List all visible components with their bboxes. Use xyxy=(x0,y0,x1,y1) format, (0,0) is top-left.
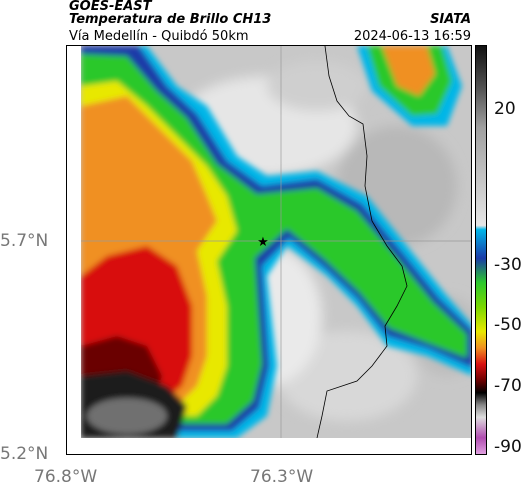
lon-tick-76.3: 76.3°W xyxy=(250,467,314,487)
product-title: Temperatura de Brillo CH13 xyxy=(69,12,272,27)
lat-tick-5.7: 5.7°N xyxy=(0,231,49,251)
lat-tick-5.2: 5.2°N xyxy=(0,444,49,464)
star-icon: ★ xyxy=(257,235,269,250)
no-data-left xyxy=(67,46,81,454)
brightness-temperature-map: ★ xyxy=(66,45,472,455)
lon-tick-76.8: 76.8°W xyxy=(34,467,98,487)
convective-system xyxy=(81,46,471,438)
organization-label: SIATA xyxy=(430,12,471,27)
region-subtitle: Vía Medellín - Quibdó 50km xyxy=(69,29,249,44)
colorbar-tick-minus70: -70 xyxy=(494,376,522,396)
department-boundary xyxy=(316,46,408,439)
timestamp-label: 2024-06-13 16:59 xyxy=(353,29,471,44)
colorbar-tick-20: 20 xyxy=(494,99,516,119)
colorbar-tick-minus90: -90 xyxy=(494,437,522,457)
colorbar-tick-minus50: -50 xyxy=(494,315,522,335)
temperature-colorbar xyxy=(475,45,487,455)
satellite-title: GOES-EAST xyxy=(69,0,152,14)
map-svg: ★ xyxy=(67,46,471,454)
no-data-bottom xyxy=(67,438,471,454)
colorbar-tick-minus30: -30 xyxy=(494,255,522,275)
